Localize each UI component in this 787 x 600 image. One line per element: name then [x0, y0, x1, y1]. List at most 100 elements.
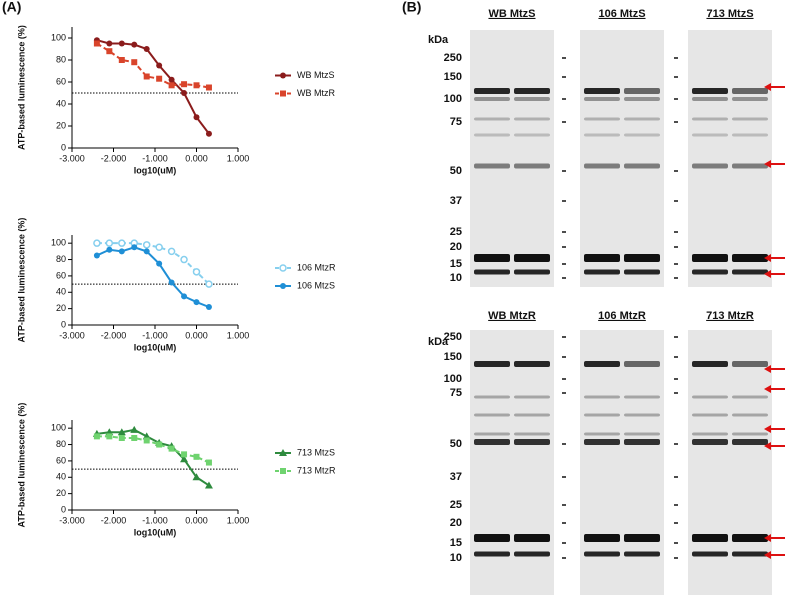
band	[624, 163, 660, 169]
marker	[106, 433, 113, 440]
blot-group-label: WB MtzS	[488, 8, 535, 20]
marker	[181, 90, 188, 96]
band	[584, 88, 620, 94]
band	[692, 88, 728, 94]
band	[584, 395, 620, 399]
band	[624, 534, 660, 542]
ladder-label: 37	[450, 471, 462, 483]
marker	[205, 304, 212, 310]
x-tick-label: -3.000	[59, 515, 85, 525]
band	[624, 551, 660, 557]
y-tick-label: 100	[51, 423, 66, 433]
marker	[205, 280, 213, 288]
ladder-label: 50	[450, 438, 462, 450]
y-tick-label: 80	[56, 54, 66, 64]
band	[692, 133, 728, 137]
band	[692, 534, 728, 542]
y-tick-label: 80	[56, 439, 66, 449]
panel-label: (B)	[402, 0, 421, 15]
band	[514, 413, 550, 417]
arrow-head	[764, 160, 771, 168]
legend-label: 713 MtzR	[297, 465, 336, 475]
band	[692, 551, 728, 557]
ladder-label: 75	[450, 116, 462, 128]
blot-group-label: 713 MtzR	[706, 310, 754, 322]
legend-label: 106 MtzR	[297, 262, 336, 272]
band	[514, 361, 550, 367]
band	[692, 439, 728, 445]
band	[584, 534, 620, 542]
marker	[93, 252, 100, 259]
x-tick-label: 0.000	[185, 153, 208, 163]
band	[474, 133, 510, 137]
marker	[168, 445, 175, 452]
arrow-head	[764, 270, 771, 278]
band	[692, 254, 728, 262]
band	[514, 432, 550, 436]
y-axis-label: ATP-based luminescence (%)	[16, 25, 26, 150]
band	[584, 432, 620, 436]
band	[692, 361, 728, 367]
blot	[470, 30, 554, 287]
band	[624, 439, 660, 445]
band	[732, 88, 768, 94]
band	[692, 97, 728, 101]
marker	[168, 76, 175, 83]
marker	[118, 239, 126, 247]
marker	[156, 62, 163, 69]
band	[514, 439, 550, 445]
marker	[156, 441, 163, 448]
marker	[143, 46, 150, 52]
marker	[131, 59, 138, 66]
arrow-head	[764, 365, 771, 373]
marker	[130, 425, 139, 433]
band	[474, 254, 510, 262]
series-line	[96, 242, 210, 285]
band	[732, 117, 768, 121]
band	[692, 117, 728, 121]
arrow-head	[764, 442, 771, 450]
band	[584, 97, 620, 101]
band	[624, 133, 660, 137]
marker	[131, 244, 138, 251]
band	[624, 395, 660, 399]
band	[692, 432, 728, 436]
marker	[143, 437, 150, 444]
marker	[105, 239, 114, 247]
band	[474, 88, 510, 94]
band	[474, 395, 510, 399]
band	[692, 269, 728, 275]
blot-group-label: 106 MtzR	[598, 310, 646, 322]
band	[624, 254, 660, 262]
marker	[168, 279, 175, 286]
marker	[181, 81, 188, 88]
band	[624, 432, 660, 436]
band	[584, 163, 620, 169]
y-tick-label: 100	[51, 32, 66, 42]
x-tick-label: -2.000	[101, 153, 127, 163]
legend-label: WB MtzS	[297, 70, 335, 80]
marker	[181, 293, 188, 300]
ladder-label: 250	[444, 52, 462, 64]
blot	[688, 30, 772, 287]
x-tick-label: -1.000	[142, 330, 168, 340]
series-line	[96, 246, 210, 308]
x-tick-label: -2.000	[101, 515, 127, 525]
y-axis-label: ATP-based luminescence (%)	[16, 218, 26, 343]
arrow-head	[764, 83, 771, 91]
band	[474, 439, 510, 445]
x-tick-label: -1.000	[142, 515, 168, 525]
band	[732, 534, 768, 542]
marker	[168, 82, 175, 89]
y-tick-label: 100	[51, 238, 66, 248]
y-tick-label: 60	[56, 455, 66, 465]
y-tick-label: 20	[56, 488, 66, 498]
arrow-head	[764, 534, 771, 542]
arrow-head	[764, 425, 771, 433]
panel-label: (A)	[2, 0, 21, 15]
ladder-label: 37	[450, 195, 462, 207]
marker	[93, 433, 100, 440]
band	[732, 133, 768, 137]
band	[514, 117, 550, 121]
